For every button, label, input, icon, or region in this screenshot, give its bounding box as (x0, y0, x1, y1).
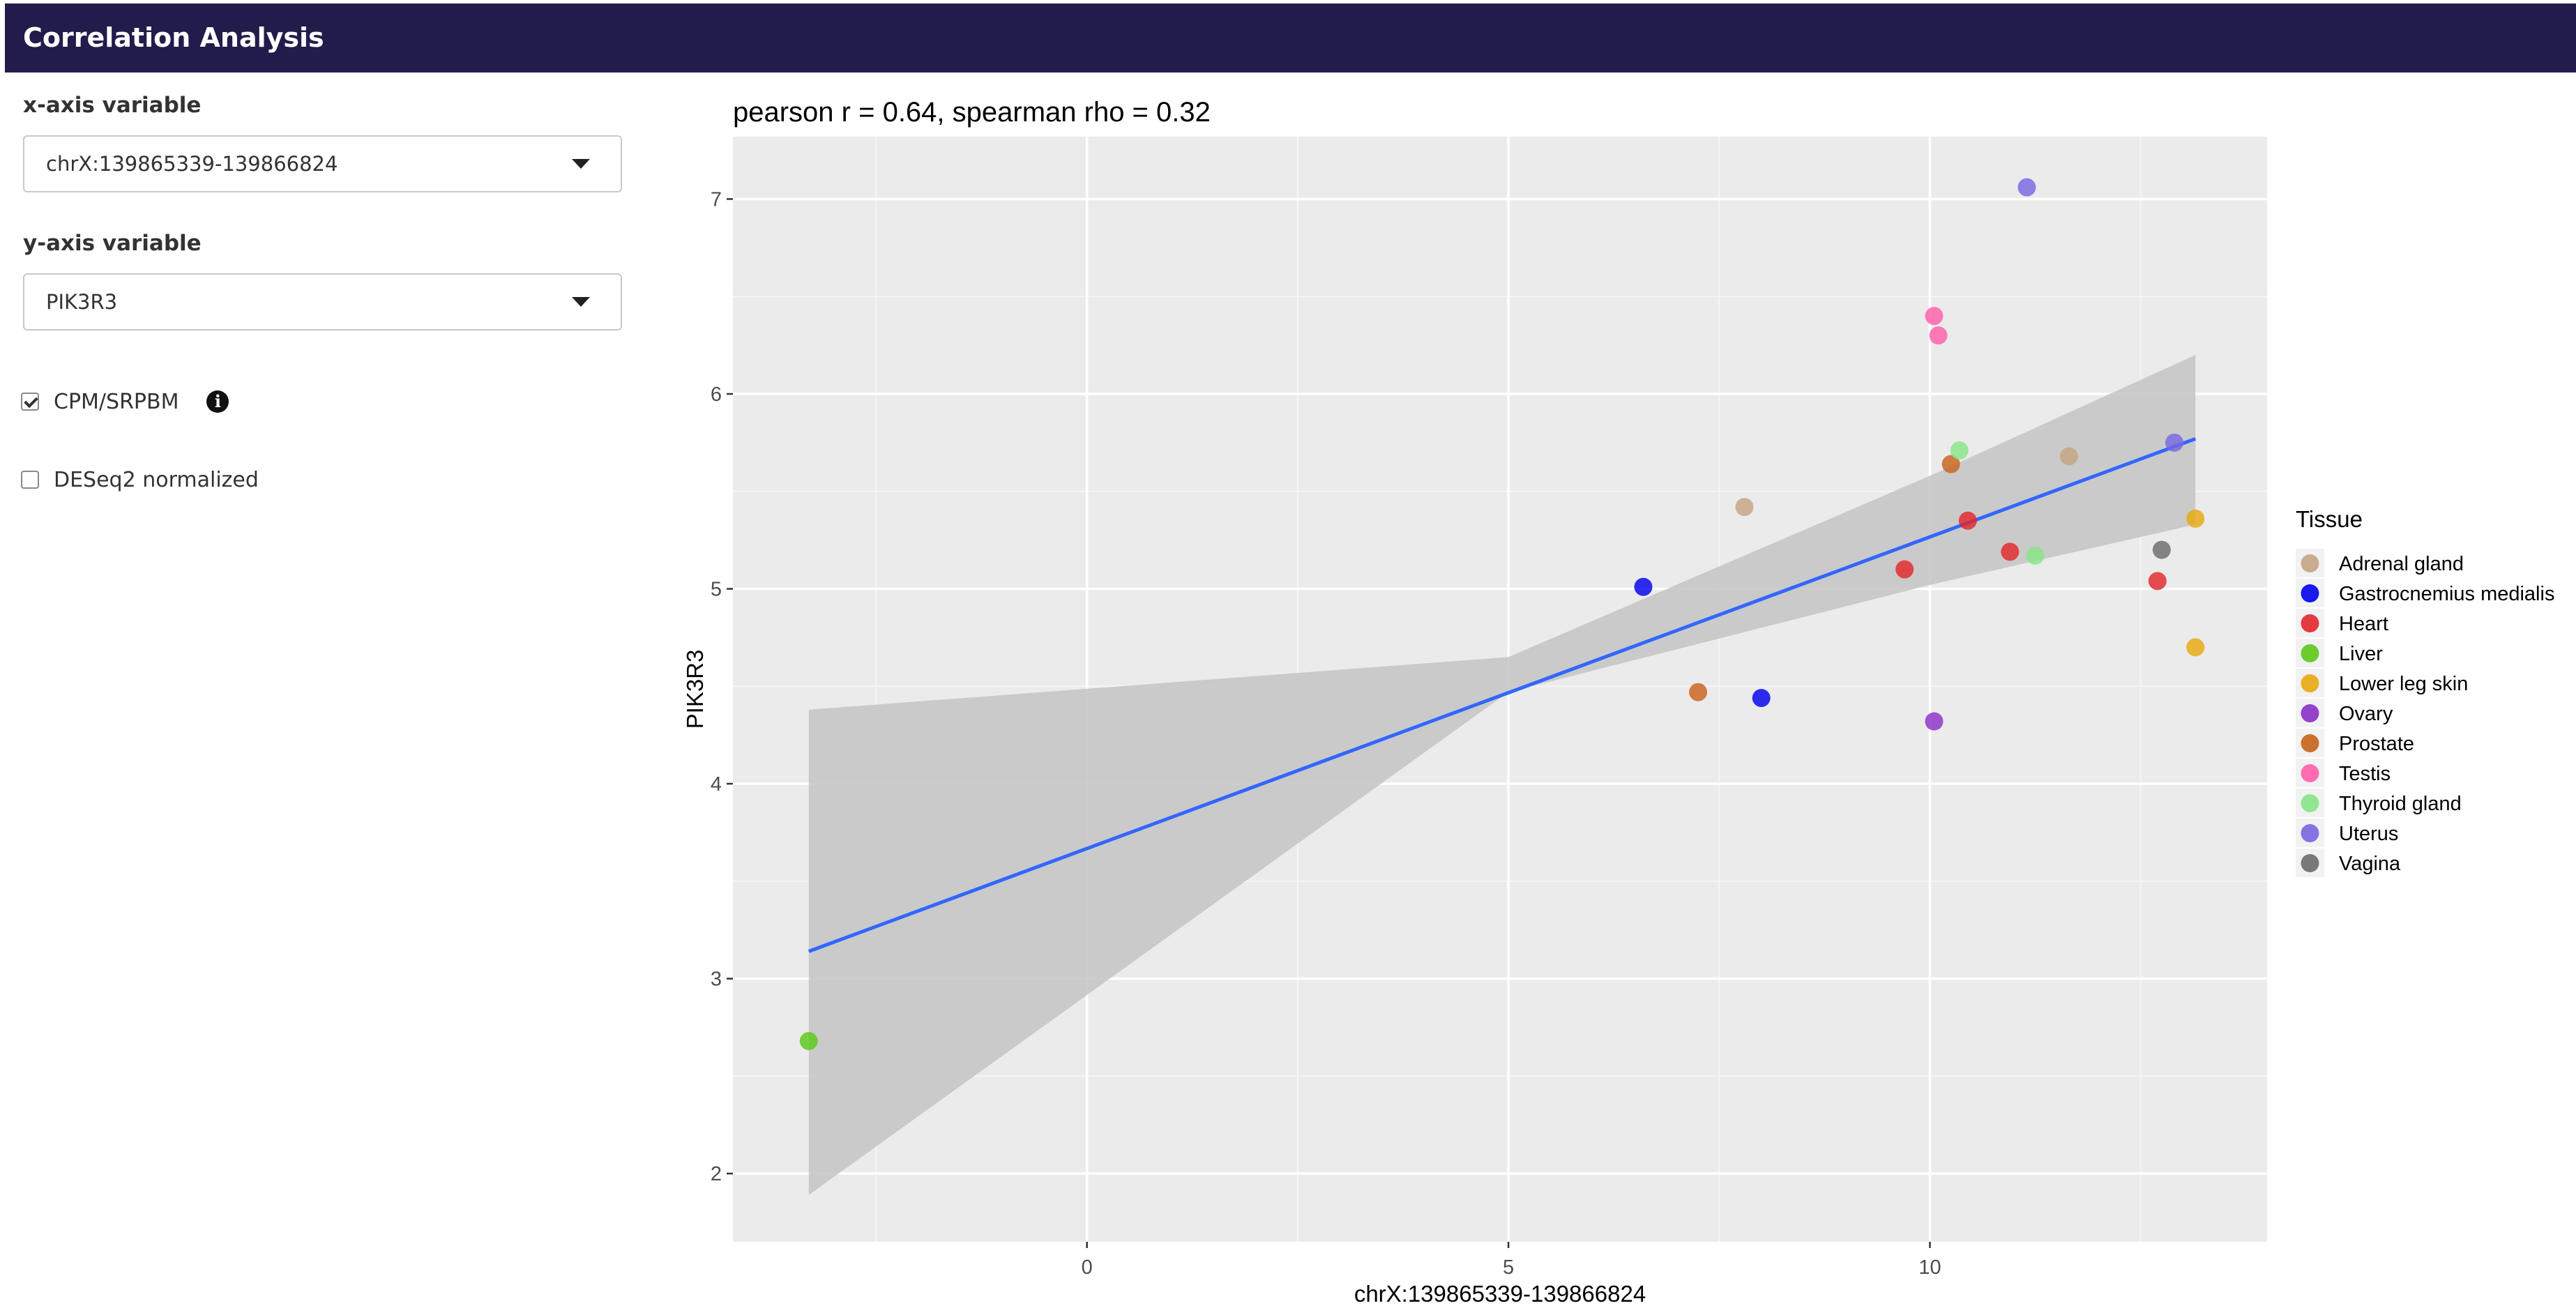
legend-swatch (2301, 854, 2319, 872)
legend-swatch (2301, 794, 2319, 812)
legend-swatch (2301, 674, 2319, 692)
data-point (1895, 560, 1914, 579)
legend-item-label: Ovary (2339, 703, 2393, 725)
x-tick-label: 0 (1082, 1256, 1093, 1279)
deseq2-normalized-checkbox[interactable] (21, 471, 39, 489)
deseq2-normalized-label[interactable]: DESeq2 normalized (54, 467, 259, 492)
y-tick-label: 4 (711, 773, 722, 796)
legend-swatch (2301, 704, 2319, 722)
data-point (1925, 307, 1944, 326)
x-axis-title: chrX:139865339-139866824 (1354, 1281, 1646, 1307)
data-point (1634, 577, 1653, 596)
data-point (2152, 540, 2171, 559)
y-axis-variable-label: y-axis variable (23, 231, 202, 256)
chart-area: 0 5 10 2 3 4 5 6 7 pearson r = 0.64, spearman rho… (656, 73, 2576, 1308)
legend-item-label: Adrenal gland (2339, 553, 2464, 575)
data-point (2165, 433, 2184, 452)
data-point (1941, 455, 1960, 473)
legend-item-label: Lower leg skin (2339, 673, 2468, 695)
data-point (1950, 441, 1969, 460)
data-point (2186, 509, 2205, 528)
cpm-srpbm-checkbox[interactable] (21, 393, 39, 411)
data-point (1925, 712, 1944, 731)
legend-swatch (2301, 584, 2319, 602)
legend-item-label: Prostate (2339, 733, 2414, 755)
legend-item-label: Gastrocnemius medialis (2339, 583, 2554, 605)
sidebar: x-axis variable chrX:139865339-139866824… (0, 73, 649, 1308)
data-point (2186, 638, 2205, 657)
y-axis-title: PIK3R3 (682, 650, 708, 729)
deseq2-normalized-option: DESeq2 normalized (21, 466, 259, 494)
y-axis-variable-select[interactable]: PIK3R3 (23, 273, 622, 330)
legend-item-label: Heart (2339, 613, 2388, 635)
confidence-band (808, 355, 2196, 1195)
y-axis-variable-value: PIK3R3 (46, 290, 118, 314)
chart-title: pearson r = 0.64, spearman rho = 0.32 (733, 97, 1211, 128)
data-point (2001, 542, 2020, 561)
data-point (1752, 689, 1771, 708)
x-axis-variable-value: chrX:139865339-139866824 (46, 152, 338, 176)
legend-item-label: Thyroid gland (2339, 793, 2462, 815)
legend-swatch (2301, 644, 2319, 662)
x-tick-label: 5 (1503, 1256, 1514, 1279)
x-tick-label: 10 (1918, 1256, 1941, 1279)
legend-item-label: Uterus (2339, 823, 2398, 845)
y-tick-label: 6 (711, 383, 722, 406)
cpm-srpbm-label[interactable]: CPM/SRPBM (54, 389, 179, 414)
legend-item-label: Vagina (2339, 853, 2401, 875)
legend-title: Tissue (2296, 506, 2363, 532)
data-point (2017, 178, 2036, 197)
app-title: Correlation Analysis (23, 22, 324, 53)
app-header: Correlation Analysis (5, 3, 2576, 73)
data-point (2026, 547, 2045, 565)
cpm-srpbm-option: CPM/SRPBM i (21, 388, 229, 416)
data-point (799, 1032, 818, 1051)
y-tick-label: 7 (711, 188, 722, 211)
legend-swatch (2301, 554, 2319, 572)
data-point (1735, 498, 1754, 517)
data-point (1958, 511, 1977, 530)
y-tick-label: 2 (711, 1163, 722, 1185)
data-point (2059, 447, 2078, 466)
y-tick-label: 3 (711, 968, 722, 991)
correlation-scatter-plot: 0 5 10 2 3 4 5 6 7 pearson r = 0.64, spearman rho… (682, 97, 2554, 1307)
x-axis-variable-select[interactable]: chrX:139865339-139866824 (23, 135, 622, 192)
legend-item-label: Liver (2339, 643, 2383, 665)
chevron-down-icon (572, 297, 590, 307)
x-axis-variable-label: x-axis variable (23, 93, 202, 118)
legend-swatch (2301, 824, 2319, 842)
data-point (1689, 683, 1708, 701)
data-point (1929, 326, 1948, 345)
chevron-down-icon (572, 159, 590, 169)
legend-swatch (2301, 614, 2319, 632)
legend-swatch (2301, 734, 2319, 752)
legend-swatch (2301, 764, 2319, 782)
y-tick-label: 5 (711, 579, 722, 601)
info-icon[interactable]: i (206, 390, 229, 413)
legend-item-label: Testis (2339, 763, 2391, 785)
data-point (2148, 572, 2167, 591)
